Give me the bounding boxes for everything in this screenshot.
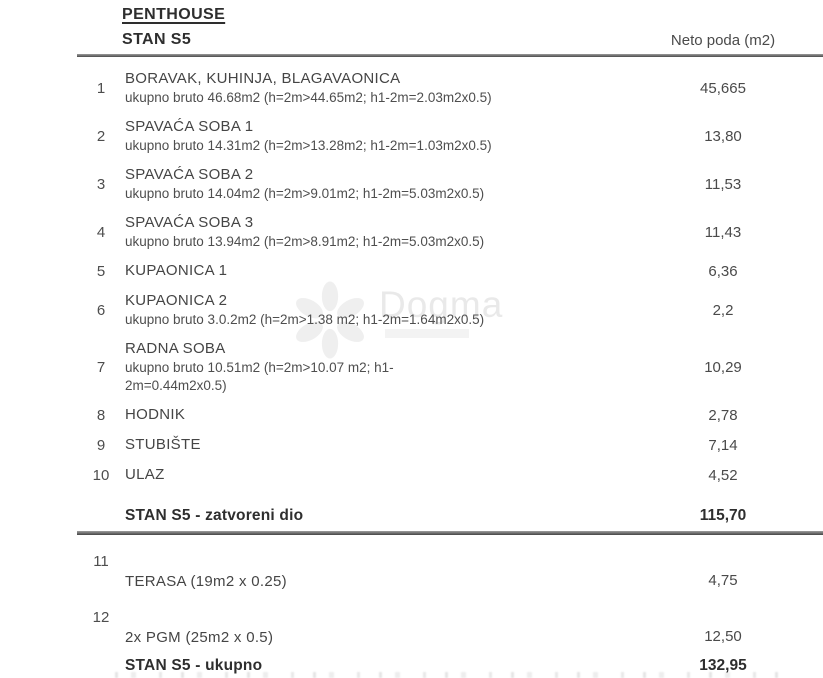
room-name: RADNA SOBA bbox=[125, 340, 226, 357]
room-name: SPAVAĆA SOBA 3 bbox=[125, 214, 254, 231]
row-number: 4 bbox=[96, 223, 106, 241]
area-value: 4,52 bbox=[708, 466, 738, 484]
row-name-cell: KUPAONICA 2 ukupno bruto 3.0.2m2 (h=2m>1.… bbox=[125, 292, 623, 328]
room-detail: ukupno bruto 14.31m2 (h=2m>13.28m2; h1-2… bbox=[125, 138, 492, 153]
row-number: 11 bbox=[93, 553, 109, 570]
apartment-subtitle: STAN S5 bbox=[122, 31, 192, 48]
area-value: 10,29 bbox=[704, 358, 742, 376]
table-row: 12 2x PGM (25m2 x 0.5) 12,50 bbox=[77, 599, 823, 655]
table-row: 4 SPAVAĆA SOBA 3 ukupno bruto 13.94m2 (h=2… bbox=[77, 208, 823, 256]
room-name: BORAVAK, KUHINJA, BLAGAVAONICA bbox=[125, 70, 401, 87]
spacer bbox=[77, 490, 823, 502]
table-row: 2 SPAVAĆA SOBA 1 ukupno bruto 14.31m2 (h=2… bbox=[77, 112, 823, 160]
row-name-cell: BORAVAK, KUHINJA, BLAGAVAONICA ukupno bru… bbox=[125, 70, 623, 106]
total-value: 132,95 bbox=[699, 657, 747, 674]
area-value: 6,36 bbox=[708, 262, 738, 280]
room-detail: ukupno bruto 14.04m2 (h=2m>9.01m2; h1-2m… bbox=[125, 186, 485, 201]
room-name: KUPAONICA 1 bbox=[125, 262, 228, 279]
table-header: PENTHOUSE STAN S5 Neto poda (m2) bbox=[77, 0, 823, 54]
row-number: 7 bbox=[96, 358, 106, 376]
closed-rows-section: 1 BORAVAK, KUHINJA, BLAGAVAONICA ukupno br… bbox=[77, 64, 823, 490]
area-value: 12,50 bbox=[704, 628, 742, 645]
row-number: 9 bbox=[96, 436, 106, 454]
table-row: 1 BORAVAK, KUHINJA, BLAGAVAONICA ukupno br… bbox=[77, 64, 823, 112]
open-rows-section: 11 TERASA (19m2 x 0.25) 4,75 12 2x PGM (25m2… bbox=[77, 543, 823, 655]
subtotal-row: STAN S5 - zatvoreni dio 115,70 bbox=[77, 502, 823, 531]
area-value: 2,2 bbox=[712, 301, 734, 319]
table-header-left: PENTHOUSE STAN S5 bbox=[122, 0, 225, 54]
room-name: 2x PGM (25m2 x 0.5) bbox=[125, 629, 274, 646]
table-row: 7 RADNA SOBA ukupno bruto 10.51m2 (h=2m>10… bbox=[77, 334, 823, 400]
row-number: 8 bbox=[96, 406, 106, 424]
row-name-cell: 2x PGM (25m2 x 0.5) bbox=[125, 629, 623, 649]
row-number: 2 bbox=[96, 127, 106, 145]
room-detail: ukupno bruto 13.94m2 (h=2m>8.91m2; h1-2m… bbox=[125, 234, 485, 249]
total-row: STAN S5 - ukupno 132,95 bbox=[77, 655, 823, 678]
room-name: SPAVAĆA SOBA 2 bbox=[125, 166, 254, 183]
value-column-header: Neto poda (m2) bbox=[670, 32, 776, 49]
subtotal-value: 115,70 bbox=[699, 507, 747, 524]
table-row: 5 KUPAONICA 1 6,36 bbox=[77, 256, 823, 286]
row-name-cell: SPAVAĆA SOBA 2 ukupno bruto 14.04m2 (h=2m… bbox=[125, 166, 623, 202]
room-name: ULAZ bbox=[125, 466, 165, 483]
room-name: TERASA (19m2 x 0.25) bbox=[125, 573, 287, 590]
row-name-cell: SPAVAĆA SOBA 3 ukupno bruto 13.94m2 (h=2m… bbox=[125, 214, 623, 250]
row-number: 12 bbox=[92, 609, 110, 626]
room-detail: ukupno bruto 10.51m2 (h=2m>10.07 m2; h1- bbox=[125, 360, 394, 375]
area-value: 2,78 bbox=[708, 406, 738, 424]
subtotal-rule bbox=[77, 531, 823, 535]
row-number: 5 bbox=[96, 262, 106, 280]
table-row: 3 SPAVAĆA SOBA 2 ukupno bruto 14.04m2 (h=2… bbox=[77, 160, 823, 208]
area-value: 7,14 bbox=[708, 436, 738, 454]
table-row: 6 KUPAONICA 2 ukupno bruto 3.0.2m2 (h=2m>1… bbox=[77, 286, 823, 334]
room-name: HODNIK bbox=[125, 406, 186, 423]
row-name-cell: RADNA SOBA ukupno bruto 10.51m2 (h=2m>10.… bbox=[125, 340, 623, 394]
row-number: 3 bbox=[96, 175, 106, 193]
row-number: 10 bbox=[92, 466, 110, 484]
room-name: KUPAONICA 2 bbox=[125, 292, 228, 309]
area-value: 4,75 bbox=[708, 572, 738, 589]
row-name-cell: HODNIK bbox=[125, 406, 623, 424]
total-label: STAN S5 - ukupno bbox=[125, 657, 263, 674]
table-row: 9 STUBIŠTE 7,14 bbox=[77, 430, 823, 460]
area-value: 11,53 bbox=[704, 175, 742, 193]
row-name-cell: STUBIŠTE bbox=[125, 436, 623, 454]
room-name: STUBIŠTE bbox=[125, 436, 201, 453]
room-name: SPAVAĆA SOBA 1 bbox=[125, 118, 254, 135]
row-name-cell: TERASA (19m2 x 0.25) bbox=[125, 573, 623, 593]
row-name-cell: ULAZ bbox=[125, 466, 623, 484]
cutoff-text-remnant bbox=[115, 672, 783, 678]
area-value: 13,80 bbox=[704, 127, 742, 145]
room-detail: 2m=0.44m2x0.5) bbox=[125, 378, 227, 393]
row-number: 1 bbox=[96, 79, 106, 97]
row-number: 6 bbox=[96, 301, 106, 319]
row-name-cell: KUPAONICA 1 bbox=[125, 262, 623, 280]
room-detail: ukupno bruto 3.0.2m2 (h=2m>1.38 m2; h1-2… bbox=[125, 312, 485, 327]
area-value: 45,665 bbox=[700, 79, 746, 97]
table-row: 11 TERASA (19m2 x 0.25) 4,75 bbox=[77, 543, 823, 599]
table-row: 10 ULAZ 4,52 bbox=[77, 460, 823, 490]
table-row: 8 HODNIK 2,78 bbox=[77, 400, 823, 430]
room-detail: ukupno bruto 46.68m2 (h=2m>44.65m2; h1-2… bbox=[125, 90, 492, 105]
area-table: PENTHOUSE STAN S5 Neto poda (m2) 1 BORAVA… bbox=[77, 0, 823, 678]
row-name-cell: SPAVAĆA SOBA 1 ukupno bruto 14.31m2 (h=2m… bbox=[125, 118, 623, 154]
area-value: 11,43 bbox=[704, 223, 742, 241]
header-rule bbox=[77, 54, 823, 57]
subtotal-label: STAN S5 - zatvoreni dio bbox=[125, 507, 304, 524]
page-title: PENTHOUSE bbox=[122, 6, 226, 23]
